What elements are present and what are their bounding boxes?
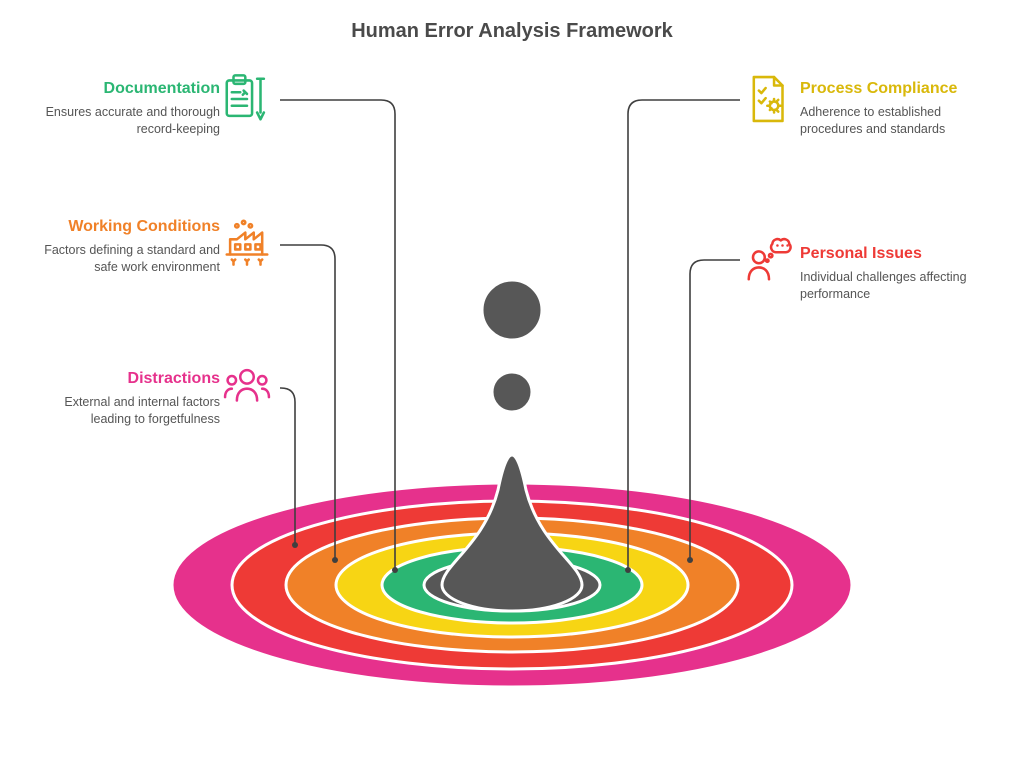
item-distractions: Distractions External and internal facto… [30,370,220,427]
checklist-gear-icon [742,72,796,126]
item-title: Distractions [30,370,220,388]
item-desc: Adherence to established procedures and … [800,104,990,137]
item-process-compliance: Process Compliance Adherence to establis… [800,80,990,137]
item-desc: Ensures accurate and thorough record-kee… [30,104,220,137]
item-desc: External and internal factors leading to… [30,394,220,427]
item-documentation: Documentation Ensures accurate and thoro… [30,80,220,137]
diagram-stage: Human Error Analysis Framework [0,0,1024,766]
item-personal-issues: Personal Issues Individual challenges af… [800,245,990,302]
item-working-conditions: Working Conditions Factors defining a st… [30,218,220,275]
clipboard-pen-icon [220,72,274,126]
factory-icon [220,214,274,268]
item-title: Working Conditions [30,218,220,236]
person-thought-icon [742,232,796,286]
item-title: Personal Issues [800,245,990,263]
item-desc: Factors defining a standard and safe wor… [30,242,220,275]
item-title: Documentation [30,80,220,98]
item-desc: Individual challenges affecting performa… [800,269,990,302]
people-group-icon [220,360,274,414]
item-title: Process Compliance [800,80,990,98]
